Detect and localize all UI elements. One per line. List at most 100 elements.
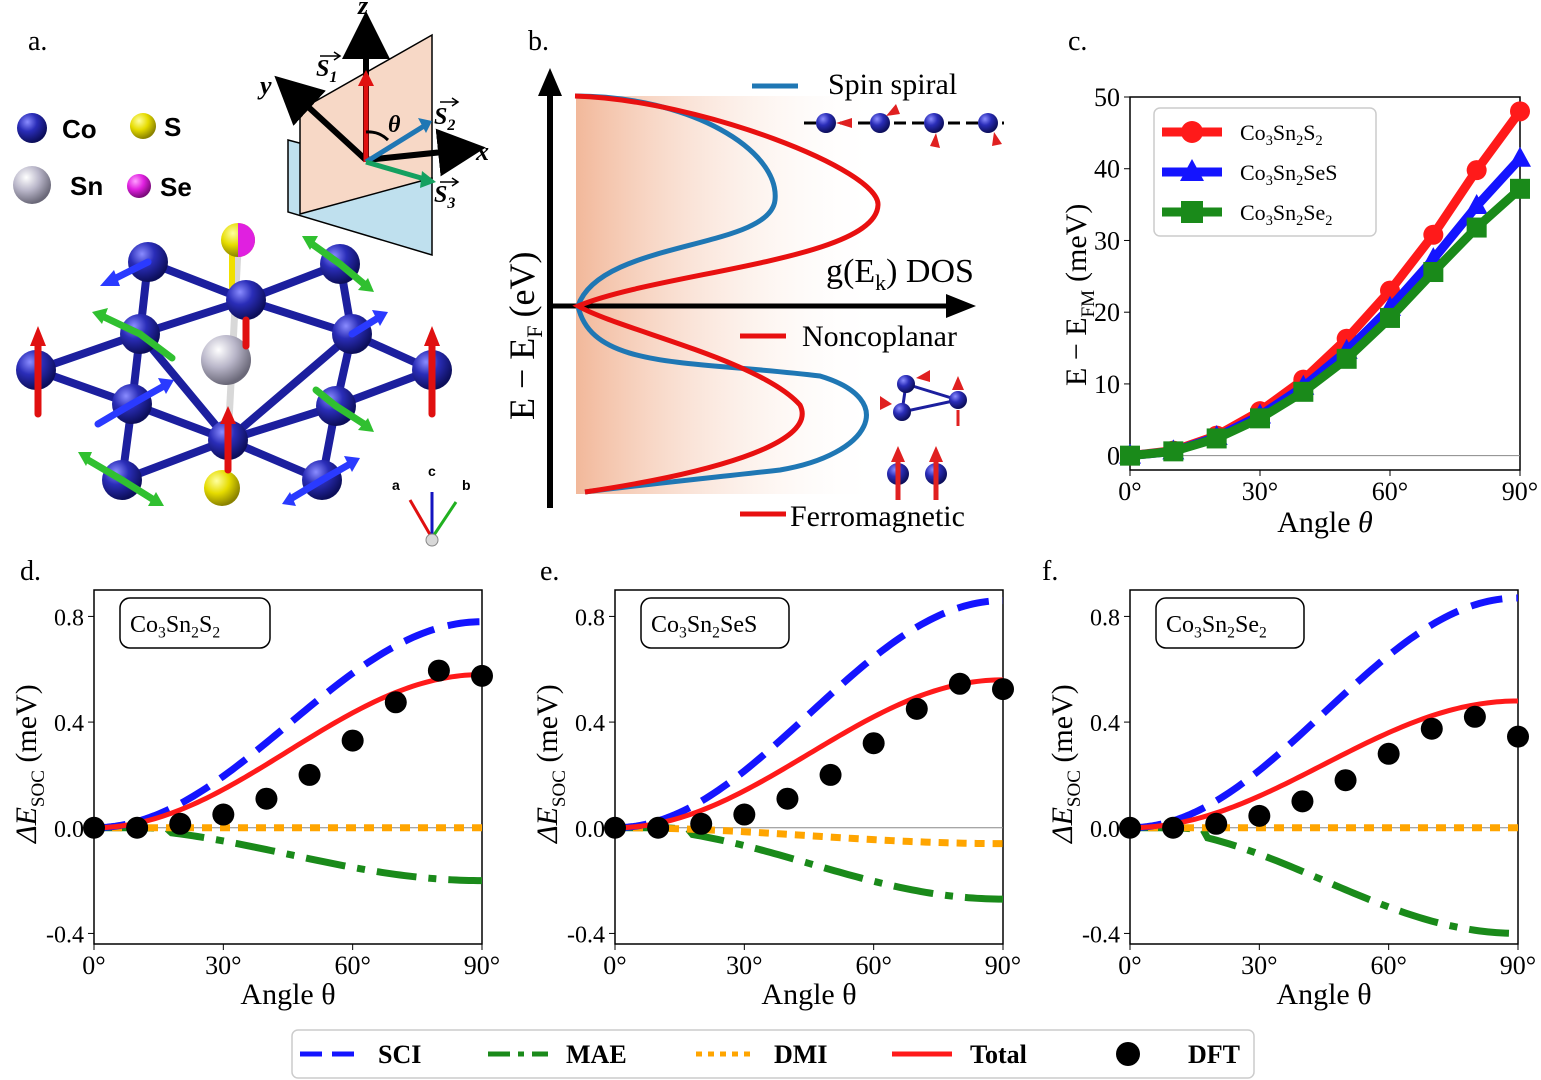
point-Co3Sn2Se2 — [1250, 408, 1270, 429]
legend-marker-Co3Sn2Se2 — [1181, 201, 1203, 223]
ytick-label-c: 30 — [1094, 226, 1120, 255]
ytick-label-d: -0.4 — [46, 922, 84, 948]
legend-label-SCI: SCI — [378, 1040, 421, 1069]
sn-atom — [201, 335, 251, 385]
material-label-e: Co3Sn2SeS — [651, 612, 757, 641]
dft-point-e — [948, 672, 971, 695]
dft-point-d — [169, 812, 192, 835]
plot-frame-c — [1129, 96, 1521, 471]
dft-point-e — [733, 803, 756, 826]
y-axis — [274, 75, 369, 163]
dft-point-e — [690, 812, 713, 835]
xlabel-c: Angle θ — [1277, 506, 1373, 539]
ylabel-e: ΔESOC (meV) — [531, 684, 570, 844]
dft-point-f — [1291, 790, 1314, 813]
dmi-curve-e — [614, 824, 1004, 848]
spin-axes-diagram: z y x θ S1 S2 S3 — [257, 0, 489, 257]
ytick-label-d: 0.0 — [54, 817, 84, 843]
ylabel-f: ΔESOC (meV) — [1046, 684, 1085, 844]
panel-label-a: a. — [28, 26, 47, 57]
dft-point-d — [126, 816, 149, 839]
legend-marker-Co3Sn2SeS — [1180, 159, 1204, 181]
mae-curve-f — [1130, 824, 1519, 937]
xlabel-d: Angle θ — [240, 978, 335, 1011]
total-curve-f — [1129, 698, 1519, 831]
point-Co3Sn2S2 — [1466, 160, 1487, 181]
sci-curve-e — [614, 597, 1004, 832]
x-axis — [365, 128, 486, 177]
ytick-label-c: 50 — [1094, 83, 1120, 112]
point-Co3Sn2Se2 — [1423, 262, 1444, 283]
y-axis-label: y — [257, 71, 272, 100]
mae-curve-d — [94, 824, 483, 885]
xtick-label-e: 30° — [726, 951, 762, 980]
dft-point-d — [255, 787, 278, 810]
dft-point-e — [819, 763, 842, 786]
panel-e: e. 0° 30° 60° 90° -0.4 0.0 0.4 0.8 Co3Sn2SeS Angl… — [531, 556, 1021, 1011]
s-atom — [204, 470, 240, 506]
spin-s3-arrow — [365, 159, 429, 183]
dft-point-f — [1162, 816, 1185, 839]
dft-point-d — [83, 816, 105, 839]
point-Co3Sn2Se2 — [1380, 307, 1400, 328]
point-Co3Sn2Se2 — [1510, 178, 1530, 199]
ytick-label-f: -0.4 — [1082, 922, 1120, 948]
ytick-label-d: 0.8 — [54, 605, 84, 631]
dft-point-e — [604, 816, 626, 839]
point-Co3Sn2SeS — [1465, 194, 1488, 215]
xtick-label-f: 90° — [1500, 951, 1536, 980]
material-box-f — [1155, 597, 1305, 649]
point-Co3Sn2S2 — [1510, 101, 1530, 122]
mae-curve-e — [615, 824, 1004, 903]
x-axis-label: x — [475, 137, 489, 166]
ytick-label-f: 0.8 — [1090, 605, 1120, 631]
svg-text:c: c — [428, 463, 436, 479]
legend-label-Total: Total — [970, 1040, 1027, 1069]
ytick-label-e: 0.0 — [575, 817, 605, 843]
ytick-label-c: 20 — [1094, 298, 1120, 327]
point-Co3Sn2S2 — [1423, 224, 1444, 245]
co-legend-icon — [17, 113, 47, 143]
xtick-label-c: 60° — [1372, 477, 1408, 506]
xtick-label-e: 0° — [603, 951, 626, 980]
dft-point-f — [1248, 804, 1271, 827]
plot-frame-e — [614, 589, 1004, 945]
series-line-Co3Sn2Se2 — [1129, 185, 1523, 461]
xtick-label-c: 30° — [1242, 477, 1278, 506]
dft-point-e — [647, 816, 670, 839]
legend-label-DFT: DFT — [1188, 1040, 1240, 1069]
spin-spiral-icon — [804, 104, 1004, 148]
legend-label-ferromagnetic: Ferromagnetic — [790, 500, 965, 533]
sci-curve-d — [93, 618, 483, 832]
ferromagnetic-icon — [887, 446, 947, 500]
shared-legend: SCI MAE DMI Total DFT — [291, 1029, 1255, 1079]
s1-label: S1 — [316, 56, 337, 86]
crystal-structure: a c b — [16, 223, 471, 547]
dft-point-d — [427, 659, 450, 682]
ytick-label-d: 0.4 — [54, 711, 84, 737]
legend-label-noncoplanar: Noncoplanar — [802, 320, 957, 353]
dft-point-d — [384, 691, 407, 714]
point-Co3Sn2Se2 — [1466, 217, 1487, 238]
s-legend-icon — [130, 113, 156, 139]
xtick-label-d: 30° — [205, 951, 241, 980]
noncoplanar-icon — [880, 370, 967, 426]
dft-point-e — [905, 697, 928, 720]
xtick-label-f: 30° — [1241, 951, 1277, 980]
panel-d: d. 0° 30° 60° 90° -0.4 0.0 0.4 0.8 Co3Sn2S2 Angle… — [10, 556, 500, 1011]
dos-curve-noncoplanar — [572, 93, 881, 495]
dos-ylabel: E − EF(eV) — [502, 252, 547, 421]
xtick-label-f: 60° — [1370, 951, 1406, 980]
panel-c: c. 0° 30° 60° 90° 0 10 20 30 40 50 Angle θ E − EF… — [1060, 26, 1538, 539]
dos-background — [576, 96, 880, 494]
total-curve-e — [614, 677, 1004, 831]
z-axis-label: z — [357, 0, 369, 20]
material-box-e — [640, 597, 790, 649]
xtick-label-f: 0° — [1118, 951, 1141, 980]
material-label-d: Co3Sn2S2 — [130, 612, 220, 641]
dft-point-f — [1334, 769, 1357, 792]
ytick-label-c: 0 — [1107, 442, 1120, 471]
dft-point-e — [862, 732, 885, 755]
point-Co3Sn2Se2 — [1120, 445, 1140, 466]
